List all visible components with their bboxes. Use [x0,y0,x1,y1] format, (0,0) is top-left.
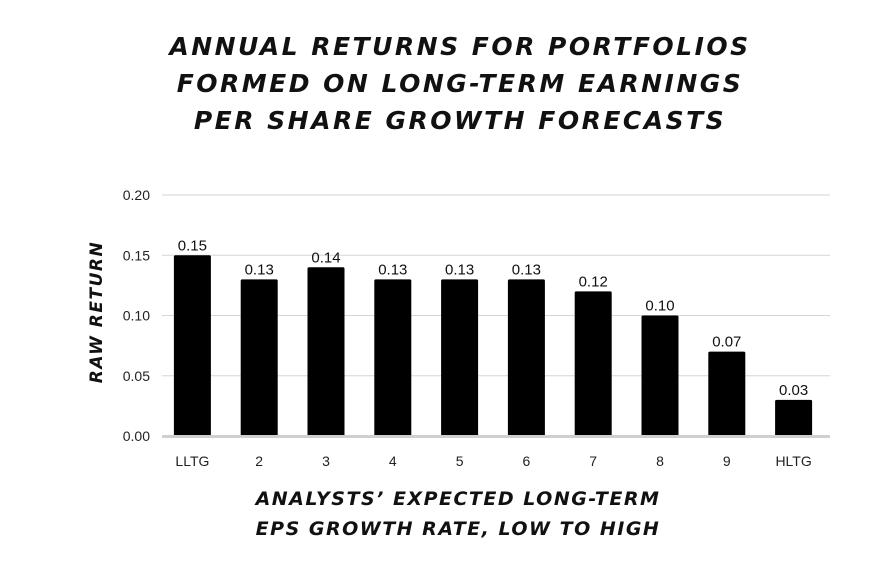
y-tick-label: 0.05 [123,368,150,384]
data-label: 0.12 [579,273,608,290]
chart-title-line: FORMED ON LONG-TERM EARNINGS [176,69,744,98]
chart-title: ANNUAL RETURNS FOR PORTFOLIOS FORMED ON … [0,28,888,139]
y-axis-title: RAW RETURN [87,241,107,383]
data-label: 0.13 [512,261,541,278]
x-axis-title-line: ANALYSTS’ EXPECTED LONG-TERM [255,488,661,510]
x-tick-label: 8 [656,453,664,469]
bar [307,267,345,436]
x-tick-label: 9 [723,453,731,469]
y-tick-label: 0.15 [123,247,150,263]
x-tick-label: 7 [589,453,597,469]
data-label: 0.15 [178,237,207,254]
bar [240,279,278,436]
bar [173,255,211,436]
bar [374,279,412,436]
chart-title-line: PER SHARE GROWTH FORECASTS [193,106,727,135]
bar [708,351,746,436]
data-label: 0.13 [245,261,274,278]
x-axis-title-line: EPS GROWTH RATE, LOW TO HIGH [255,518,661,540]
x-tick-label: 5 [456,453,464,469]
x-tick-label: 6 [523,453,531,469]
y-tick-label: 0.00 [123,428,150,444]
x-tick-label: 3 [322,453,330,469]
y-tick-label: 0.20 [123,187,150,203]
data-label: 0.13 [378,261,407,278]
bar [775,399,813,436]
data-label: 0.14 [311,249,340,266]
x-tick-label: LLTG [175,453,209,469]
data-label: 0.13 [445,261,474,278]
data-label: 0.03 [779,382,808,399]
x-tick-label: HLTG [775,453,811,469]
x-tick-label: 4 [389,453,397,469]
bar [641,315,679,436]
x-axis-title: ANALYSTS’ EXPECTED LONG-TERM EPS GROWTH … [0,484,888,544]
bar [441,279,479,436]
bar [507,279,545,436]
x-tick-label: 2 [255,453,263,469]
x-axis-baseline [162,435,830,438]
bar [574,291,612,436]
data-label: 0.10 [645,298,674,315]
data-label: 0.07 [712,334,741,351]
chart-title-line: ANNUAL RETURNS FOR PORTFOLIOS [169,32,751,61]
y-tick-label: 0.10 [123,308,150,324]
